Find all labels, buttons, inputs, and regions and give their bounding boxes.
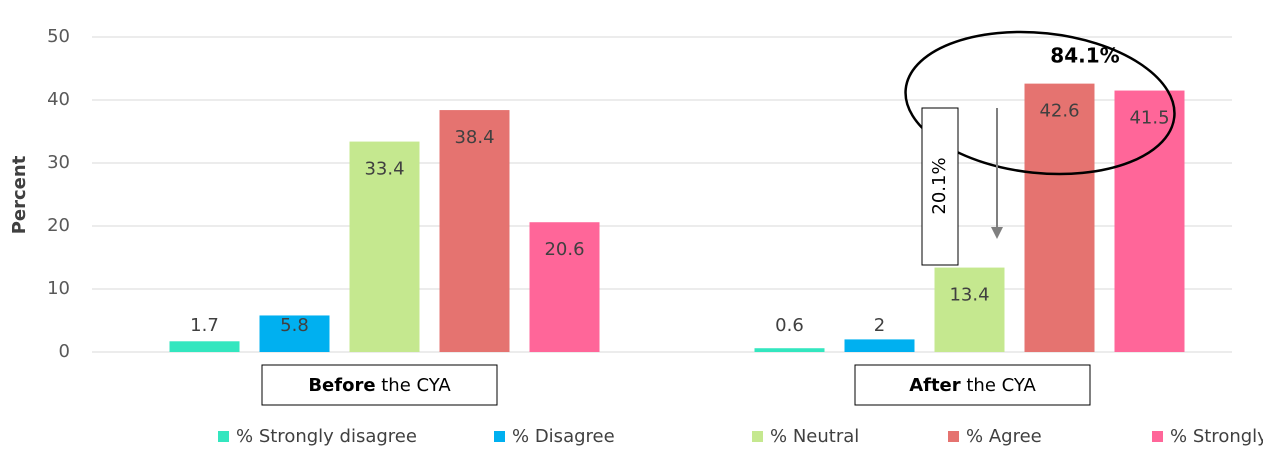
category-box [854, 364, 1091, 406]
legend-swatch [752, 431, 763, 442]
y-tick-label: 10 [47, 278, 70, 299]
bar [844, 339, 915, 352]
annotation-arrowhead [991, 227, 1003, 239]
legend-label: % Disagree [512, 426, 615, 447]
bar [349, 141, 420, 352]
bar [754, 348, 825, 352]
data-label: 5.8 [280, 315, 309, 336]
bar [934, 267, 1005, 352]
data-label: 41.5 [1129, 108, 1169, 129]
x-tick-label: After the CYA [909, 375, 1036, 396]
data-label: 0.6 [775, 315, 804, 336]
bar [1114, 90, 1185, 353]
legend-swatch [948, 431, 959, 442]
y-tick-label: 40 [47, 89, 70, 110]
annotation-ellipse [904, 30, 1176, 176]
bar [259, 315, 330, 352]
y-axis-label: Percent [9, 155, 30, 234]
legend-swatch [218, 431, 229, 442]
data-label: 1.7 [190, 315, 219, 336]
legend-swatch [1152, 431, 1163, 442]
legend-label: % Strongly agree [1170, 426, 1263, 447]
bar [1024, 83, 1095, 353]
y-tick-label: 30 [47, 152, 70, 173]
data-label: 20.6 [544, 239, 584, 260]
bar [169, 341, 240, 352]
legend-label: % Agree [966, 426, 1042, 447]
legend-swatch [494, 431, 505, 442]
data-label: 13.4 [949, 285, 989, 306]
y-tick-label: 50 [47, 26, 70, 47]
bar [529, 222, 600, 352]
y-tick-label: 20 [47, 215, 70, 236]
annotation: 20.1% [929, 157, 950, 214]
annotation-box [921, 107, 959, 266]
data-label: 2 [874, 315, 885, 336]
data-label: 33.4 [364, 159, 404, 180]
legend-label: % Strongly disagree [236, 426, 417, 447]
data-label: 42.6 [1039, 101, 1079, 122]
annotation: 84.1% [1050, 44, 1119, 68]
y-tick-label: 0 [59, 341, 70, 362]
data-label: 38.4 [454, 127, 494, 148]
x-tick-label: Before the CYA [308, 375, 451, 396]
legend-label: % Neutral [770, 426, 859, 447]
bar [439, 110, 510, 352]
category-box [261, 364, 498, 406]
